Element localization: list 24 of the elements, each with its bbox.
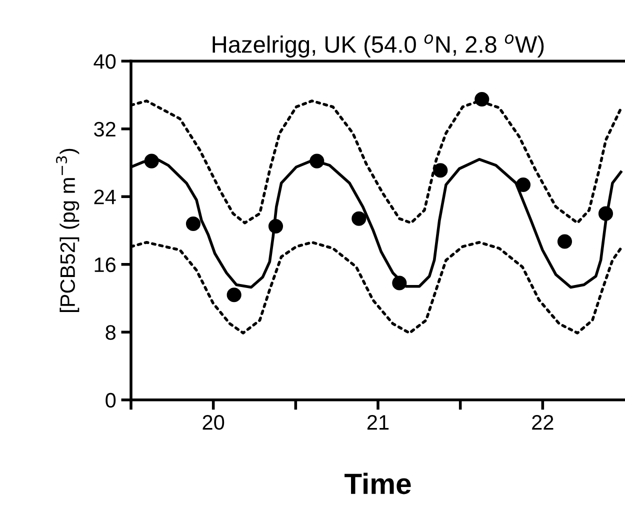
y-tick-label: 0 <box>106 392 116 408</box>
point <box>474 92 490 107</box>
point <box>433 163 448 178</box>
point <box>557 234 572 249</box>
y-tick-label: 8 <box>106 325 116 340</box>
y-tick-label: 16 <box>94 257 116 272</box>
point <box>144 154 159 168</box>
point <box>392 276 407 290</box>
chart-title: Hazelrigg, UK (54.0 $^{o}$N, 2.8 $^{o}$W) <box>212 34 544 58</box>
y-tick-label: 40 <box>94 54 116 69</box>
point <box>226 288 242 302</box>
point <box>516 177 531 192</box>
y-axis-title: [PCB52] (pg m$^{−3}$) <box>56 148 80 312</box>
point <box>268 218 284 234</box>
point <box>352 211 366 226</box>
x-tick-label: 20 <box>202 415 224 430</box>
y-tick-label: 24 <box>94 190 116 204</box>
point <box>310 154 324 168</box>
point <box>186 216 201 232</box>
x-tick-label: 21 <box>367 415 389 430</box>
y-tick-label: 32 <box>94 122 116 137</box>
x-axis-title: Time <box>344 472 411 494</box>
x-tick-label: 22 <box>532 415 554 430</box>
point <box>598 206 614 221</box>
